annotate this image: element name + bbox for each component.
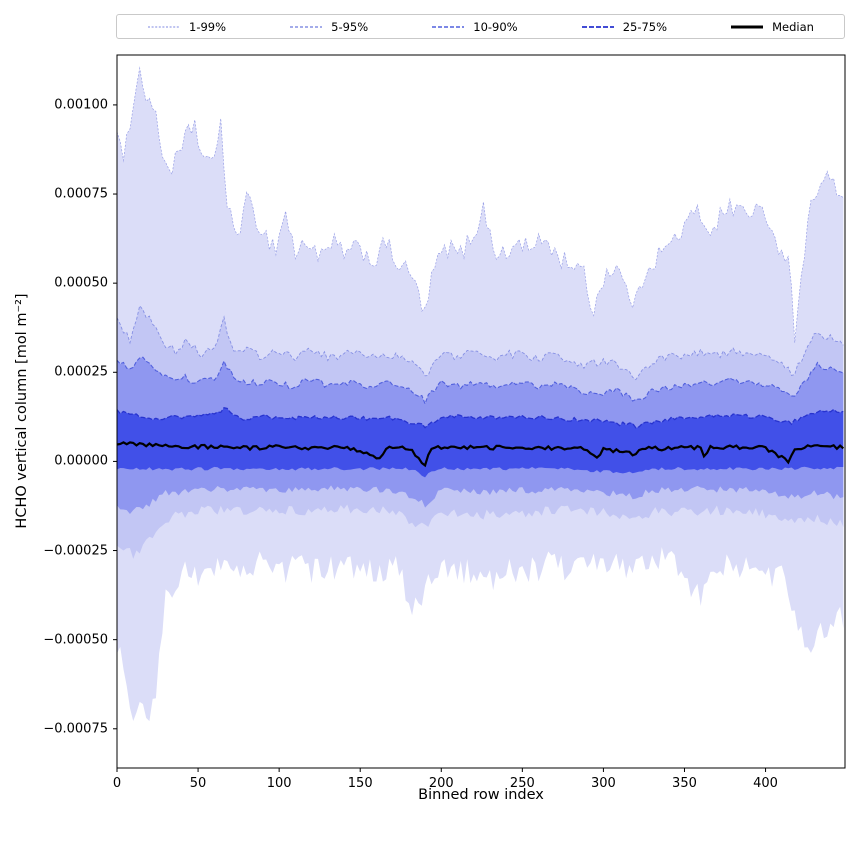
legend-line-sample-icon: [290, 25, 323, 28]
legend-item-1-99: 1-99%: [147, 20, 226, 34]
legend: 1-99% 5-95% 10-90% 25-75% Median: [116, 14, 845, 39]
legend-label: 25-75%: [622, 19, 668, 34]
legend-line-sample-icon: [731, 25, 764, 28]
x-axis-label: Binned row index: [418, 787, 544, 803]
legend-line-sample-icon: [432, 25, 465, 28]
legend-line-sample-icon: [148, 25, 180, 28]
legend-label: Median: [772, 19, 814, 34]
legend-item-10-90: 10-90%: [431, 19, 518, 34]
legend-label: 5-95%: [331, 19, 369, 34]
y-axis-label: HCHO vertical column [mol m⁻²]: [14, 293, 30, 529]
legend-item-5-95: 5-95%: [289, 20, 368, 34]
legend-line-sample-icon: [581, 25, 614, 28]
legend-item-median: Median: [730, 20, 814, 34]
legend-label: 1-99%: [189, 19, 227, 34]
legend-item-25-75: 25-75%: [581, 20, 667, 34]
legend-label: 10-90%: [473, 19, 518, 34]
